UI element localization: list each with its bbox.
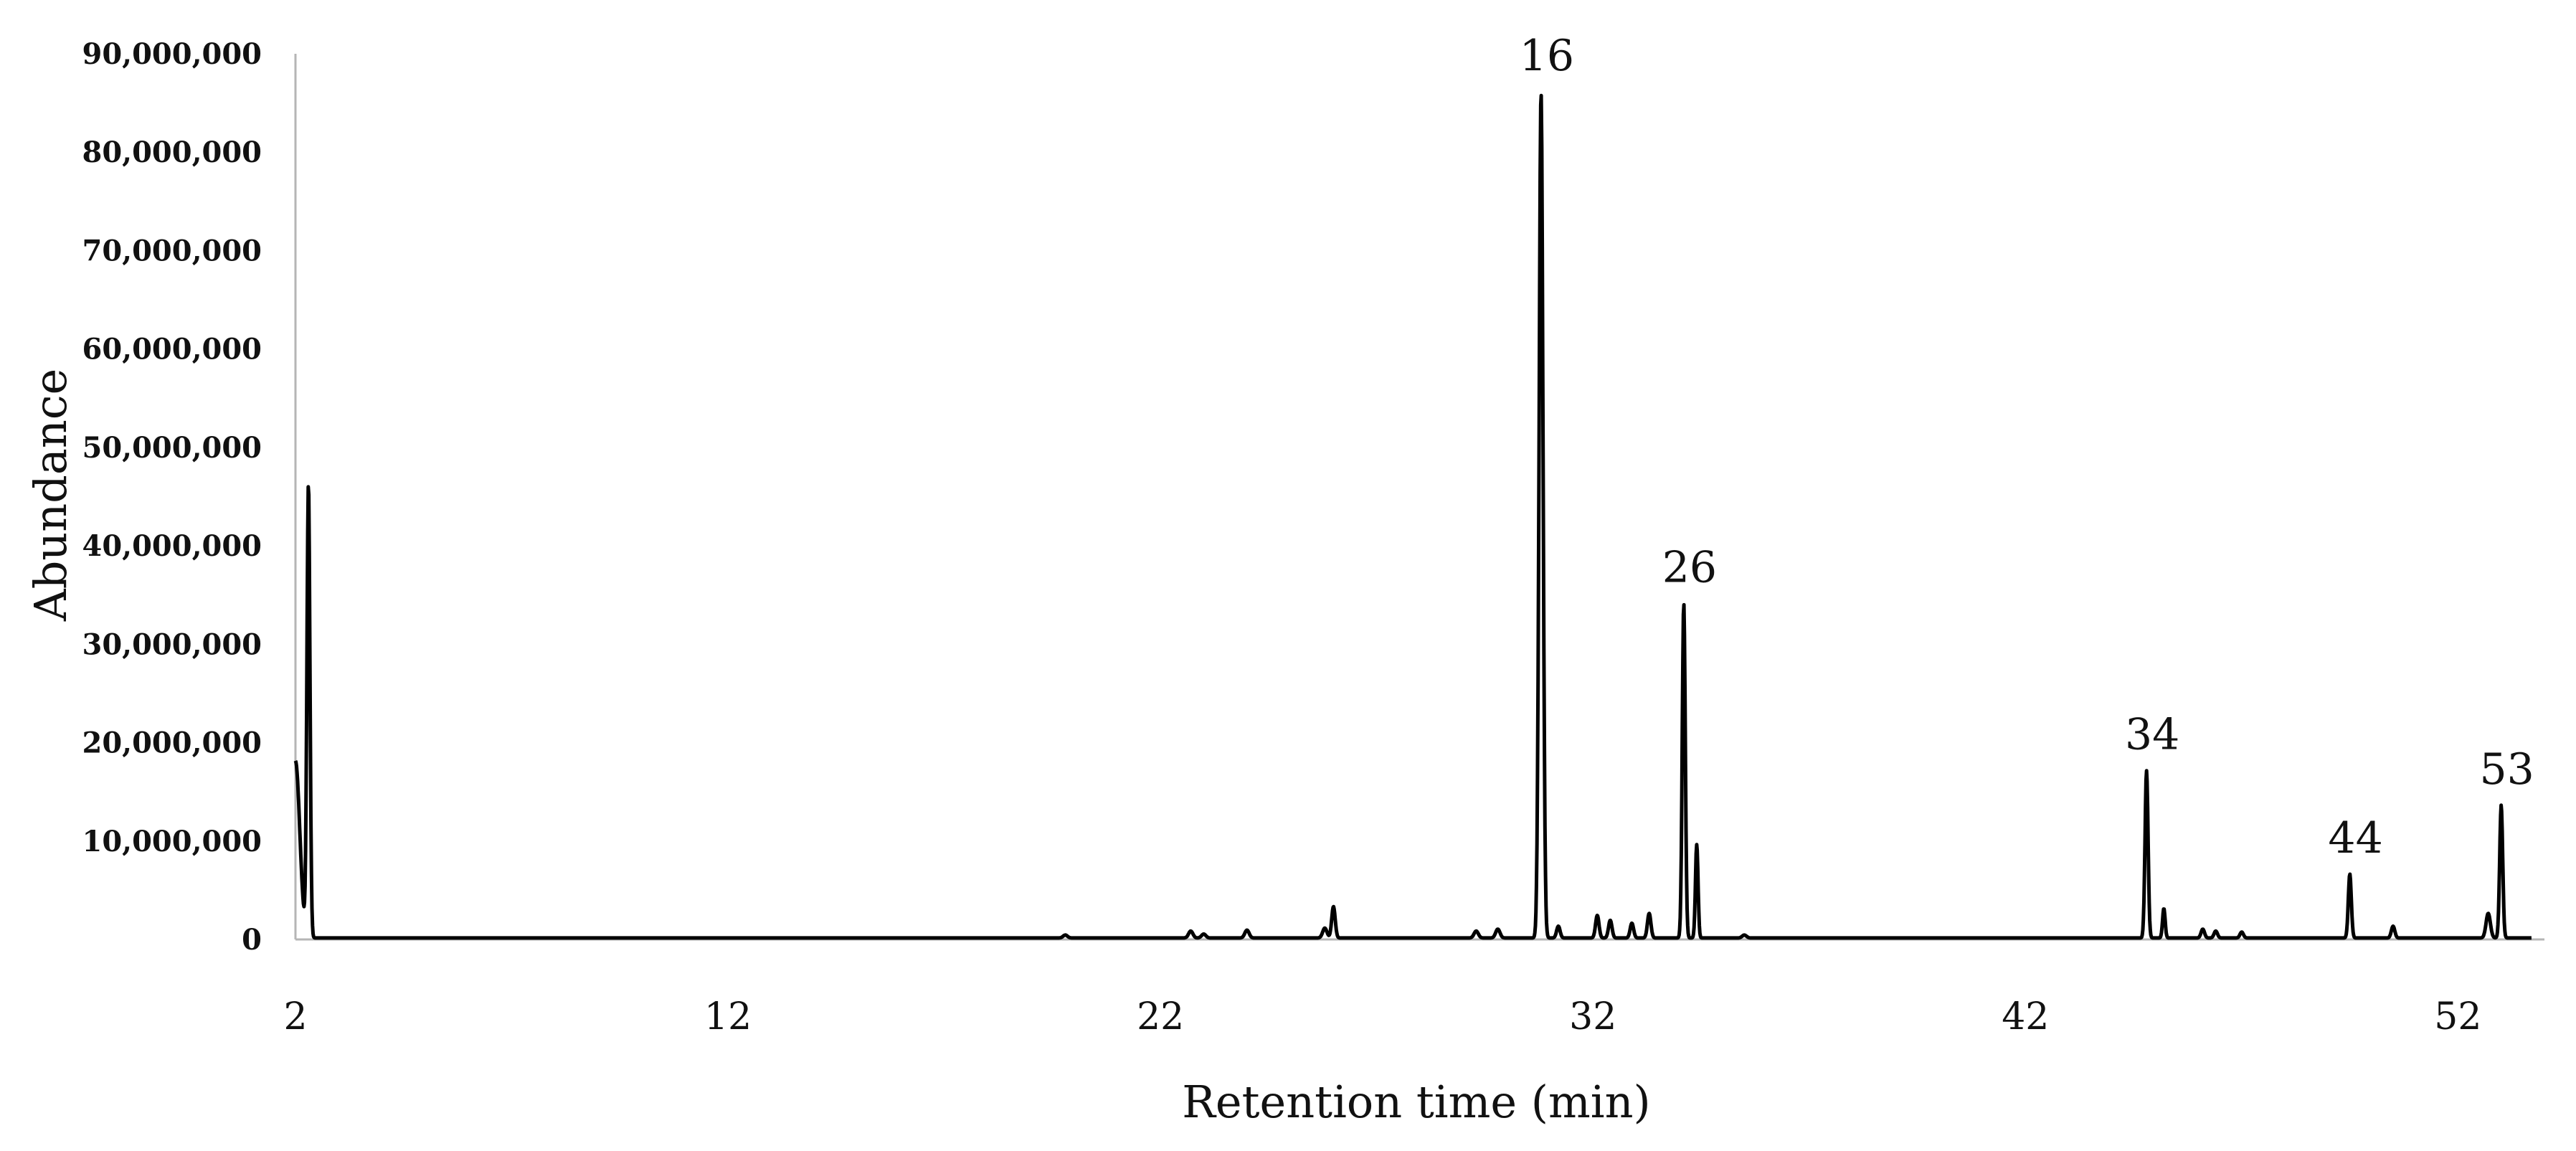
y-tick-label: 80,000,000 — [82, 136, 262, 169]
y-tick-labels: 0 10,000,000 20,000,000 30,000,000 40,000,00… — [82, 37, 262, 957]
x-tick-label: 2 — [283, 995, 307, 1038]
y-tick-label: 70,000,000 — [82, 234, 262, 267]
y-tick-label: 10,000,000 — [82, 825, 262, 858]
peak-label: 44 — [2328, 813, 2382, 863]
y-tick-label: 60,000,000 — [82, 333, 262, 366]
x-tick-label: 22 — [1137, 995, 1184, 1038]
y-tick-label: 20,000,000 — [82, 726, 262, 760]
y-tick-label: 0 — [242, 923, 262, 957]
x-tick-label: 12 — [704, 995, 752, 1038]
y-tick-label: 40,000,000 — [82, 529, 262, 563]
x-tick-labels: 2 12 22 32 42 52 — [283, 995, 2481, 1038]
y-tick-label: 90,000,000 — [82, 37, 262, 71]
y-axis-title: Abundance — [24, 369, 77, 622]
x-axis-title: Retention time (min) — [1182, 1076, 1650, 1128]
peak-label: 53 — [2480, 744, 2534, 795]
x-tick-label: 52 — [2434, 995, 2481, 1038]
peak-label: 16 — [1520, 31, 1574, 81]
peak-label: 34 — [2125, 710, 2179, 760]
x-tick-label: 42 — [2002, 995, 2049, 1038]
peak-labels: 16 26 34 44 53 — [1520, 31, 2534, 863]
x-tick-label: 32 — [1569, 995, 1616, 1038]
y-tick-label: 50,000,000 — [82, 431, 262, 465]
chromatogram-trace — [293, 93, 2533, 940]
peak-label: 26 — [1662, 542, 1717, 592]
y-tick-label: 30,000,000 — [82, 627, 262, 661]
